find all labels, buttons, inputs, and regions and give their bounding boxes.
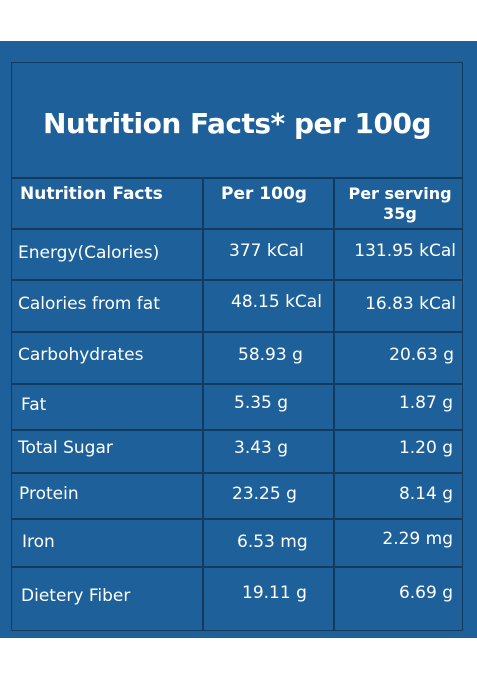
- table-cell-per100: 3.43 g: [234, 438, 289, 458]
- divider: [12, 331, 462, 333]
- table-cell-per-serving: 2.29 mg: [382, 529, 453, 549]
- table-row-label: Dietery Fiber: [21, 586, 131, 606]
- header-per-serving-line1: Per serving: [348, 184, 452, 203]
- table-cell-per100: 58.93 g: [238, 345, 303, 365]
- table-cell-per100: 19.11 g: [242, 583, 307, 603]
- table-cell-per-serving: 1.20 g: [398, 438, 453, 458]
- nutrition-panel: Nutrition Facts* per 100g Nutrition Fact…: [0, 41, 477, 638]
- table-cell-per100: 6.53 mg: [237, 532, 308, 552]
- table-cell-per-serving: 8.14 g: [398, 484, 453, 504]
- table-row-label: Total Sugar: [18, 438, 113, 458]
- divider: [12, 518, 462, 520]
- table-cell-per-serving: 131.95 kCal: [354, 241, 456, 261]
- divider: [12, 566, 462, 568]
- divider: [12, 383, 462, 385]
- divider: [12, 279, 462, 281]
- divider: [12, 429, 462, 431]
- divider: [12, 177, 462, 179]
- table-cell-per100: 23.25 g: [232, 484, 297, 504]
- table-cell-per-serving: 1.87 g: [398, 393, 453, 413]
- divider: [12, 228, 462, 230]
- header-per-100g: Per 100g: [221, 184, 307, 204]
- table-cell-per-serving: 20.63 g: [389, 345, 454, 365]
- table-cell-per100: 5.35 g: [234, 393, 289, 413]
- table-row-label: Fat: [21, 395, 47, 415]
- page-title: Nutrition Facts* per 100g: [42, 107, 432, 140]
- header-per-serving-line2: 35g: [383, 204, 417, 223]
- table-cell-per100: 377 kCal: [229, 241, 304, 261]
- divider: [12, 472, 462, 474]
- table-cell-per-serving: 16.83 kCal: [365, 294, 456, 314]
- table-row-label: Energy(Calories): [18, 243, 160, 263]
- nutrition-table-frame: Nutrition Facts* per 100g Nutrition Fact…: [11, 62, 463, 631]
- table-row-label: Protein: [19, 484, 79, 504]
- table-cell-per100: 48.15 kCal: [231, 292, 322, 312]
- header-nutrient: Nutrition Facts: [20, 184, 163, 204]
- table-row-label: Iron: [22, 532, 55, 552]
- table-row-label: Calories from fat: [18, 294, 160, 314]
- header-per-serving: Per serving 35g: [335, 184, 465, 224]
- table-row-label: Carbohydrates: [18, 345, 144, 365]
- table-cell-per-serving: 6.69 g: [398, 583, 453, 603]
- column-divider: [202, 178, 204, 630]
- column-divider: [333, 178, 335, 630]
